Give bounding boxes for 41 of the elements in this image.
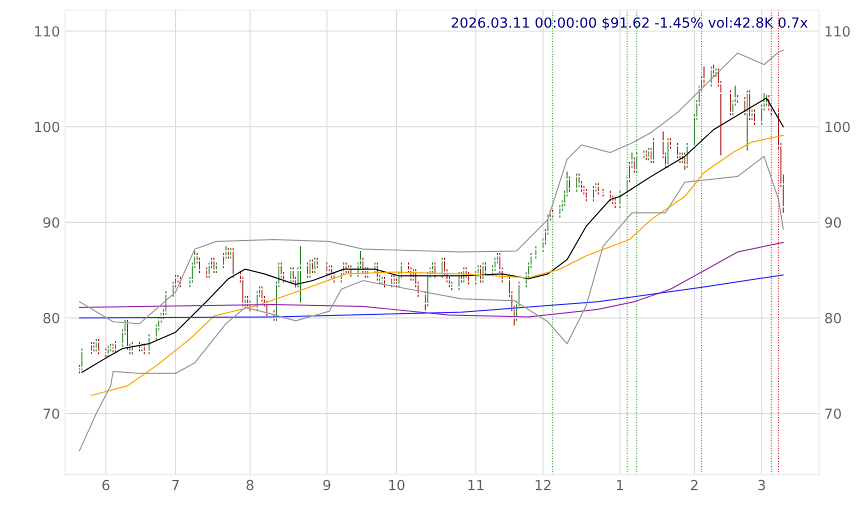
line-series (90, 134, 784, 396)
y2-tick-label: 90 (825, 217, 841, 228)
x-tick-label: 9 (323, 480, 330, 490)
line-series (78, 156, 784, 452)
x-tick-label: 8 (246, 480, 254, 490)
x-tick-label: 1 (617, 480, 624, 490)
candlestick (214, 262, 218, 274)
x-tick-label: 10 (389, 480, 404, 490)
candlestick (584, 188, 588, 202)
y-tick-label: 110 (35, 26, 60, 37)
line-series (78, 50, 784, 324)
x-tick-label: 2 (691, 480, 698, 490)
candlestick (231, 248, 236, 278)
y2-tick-label: 70 (825, 408, 841, 419)
x-tick-label: 7 (172, 480, 179, 490)
candlestick (80, 348, 84, 372)
line-series (78, 242, 784, 318)
candlestick (568, 176, 572, 192)
y2-tick-label: 80 (825, 312, 841, 324)
candlestick (702, 66, 706, 88)
line-series (78, 274, 784, 318)
candlestick (676, 142, 680, 159)
candlestick (96, 338, 101, 355)
chart-title: 2026.03.11 00:00:00 $91.62 -1.45% vol:42.8K 0.7x (452, 17, 808, 30)
y2-tick-label: 110 (826, 26, 850, 37)
y-tick-label: 90 (43, 217, 60, 228)
candlestick (298, 246, 302, 304)
y-tick-label: 80 (43, 312, 60, 324)
x-tick-label: 11 (468, 480, 484, 490)
candlestick (652, 138, 656, 164)
y-tick-label: 70 (44, 408, 60, 419)
candlestick (315, 257, 320, 269)
candlestick (577, 173, 581, 188)
x-tick-label: 3 (758, 480, 765, 490)
candlestick (558, 204, 562, 218)
x-tick-label: 6 (102, 480, 110, 490)
x-tick-label: 12 (536, 480, 551, 490)
y-tick-label: 100 (35, 122, 60, 132)
y2-tick-label: 100 (826, 122, 850, 132)
candlestick (634, 152, 639, 174)
candlestick (608, 190, 612, 202)
